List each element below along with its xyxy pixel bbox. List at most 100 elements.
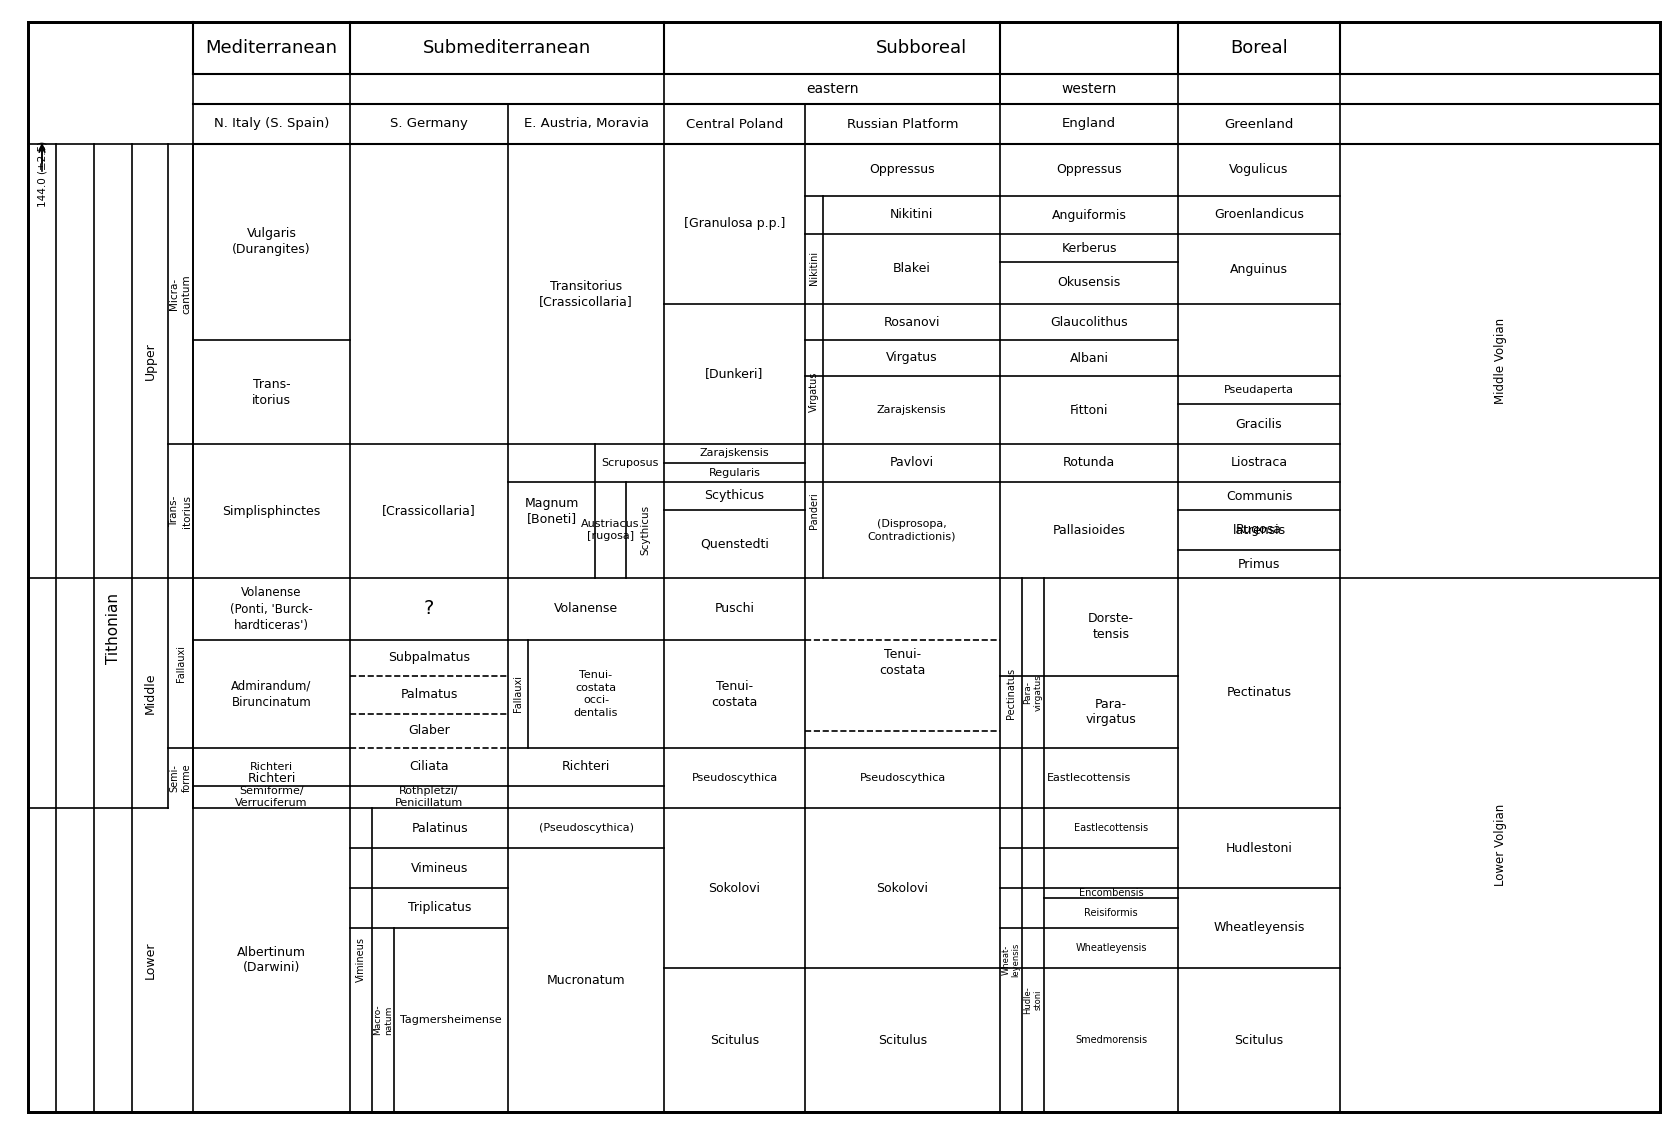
Text: Transitorius
[Crassicollaria]: Transitorius [Crassicollaria] xyxy=(540,279,634,308)
Text: Richteri: Richteri xyxy=(248,772,295,784)
Text: Pavlovi: Pavlovi xyxy=(890,457,934,469)
Text: Tagmersheimense: Tagmersheimense xyxy=(401,1015,501,1025)
Text: Dorste-
tensis: Dorste- tensis xyxy=(1088,612,1135,642)
Text: Nikitini: Nikitini xyxy=(890,209,934,221)
Text: Pectinatus: Pectinatus xyxy=(1227,687,1292,699)
Text: Eastlecottensis: Eastlecottensis xyxy=(1074,823,1148,833)
Text: Fallauxi: Fallauxi xyxy=(513,676,523,713)
Text: S. Germany: S. Germany xyxy=(391,118,468,130)
Text: Pallasioides: Pallasioides xyxy=(1053,523,1126,537)
Text: Glaucolithus: Glaucolithus xyxy=(1051,315,1128,329)
Text: Liostraca: Liostraca xyxy=(1230,457,1287,469)
Text: Central Poland: Central Poland xyxy=(685,118,783,130)
Text: 144.0 (±2.5): 144.0 (±2.5) xyxy=(37,141,47,207)
Text: Encombensis: Encombensis xyxy=(1079,888,1143,898)
Text: Scitulus: Scitulus xyxy=(1235,1034,1284,1046)
Text: Fittoni: Fittoni xyxy=(1069,403,1108,417)
Text: Para-
virgatus: Para- virgatus xyxy=(1024,675,1042,712)
Text: Semi-
forme: Semi- forme xyxy=(169,764,191,792)
Text: Middle Volgian: Middle Volgian xyxy=(1493,318,1507,405)
Text: Volanense
(Ponti, 'Burck-
hardticeras'): Volanense (Ponti, 'Burck- hardticeras') xyxy=(230,586,313,632)
Text: Trans-
itorius: Trans- itorius xyxy=(251,377,292,407)
Text: E. Austria, Moravia: E. Austria, Moravia xyxy=(523,118,649,130)
Text: western: western xyxy=(1061,82,1116,96)
Text: Wheat-
leyensis: Wheat- leyensis xyxy=(1001,942,1021,977)
Text: Palmatus: Palmatus xyxy=(401,688,458,702)
Text: Virgatus: Virgatus xyxy=(810,372,820,412)
Text: Hudlestoni: Hudlestoni xyxy=(1225,842,1292,854)
Text: Submediterranean: Submediterranean xyxy=(422,40,592,56)
Text: Volanense: Volanense xyxy=(555,602,618,616)
Text: Oppressus: Oppressus xyxy=(870,164,935,176)
Text: Lower Volgian: Lower Volgian xyxy=(1493,803,1507,886)
Text: Vulgaris
(Durangites): Vulgaris (Durangites) xyxy=(233,227,310,257)
Text: Albani: Albani xyxy=(1069,351,1108,365)
Text: Okusensis: Okusensis xyxy=(1058,277,1121,289)
Text: Micra-
cantum: Micra- cantum xyxy=(169,275,191,314)
Text: Tenui-
costata
occi-
dentalis: Tenui- costata occi- dentalis xyxy=(573,670,618,718)
Text: Magnum
[Boneti]: Magnum [Boneti] xyxy=(525,496,578,525)
Text: Anguinus: Anguinus xyxy=(1230,262,1287,276)
Text: Austriacus
[rugosa]: Austriacus [rugosa] xyxy=(582,519,640,541)
Text: [Dunkeri]: [Dunkeri] xyxy=(706,367,764,381)
Text: Tenui-
costata: Tenui- costata xyxy=(880,649,925,678)
Text: Ciliata: Ciliata xyxy=(409,760,449,774)
Text: (Disprosopa,
Contradictionis): (Disprosopa, Contradictionis) xyxy=(866,519,955,541)
Text: Oppressus: Oppressus xyxy=(1056,164,1121,176)
Text: Smedmorensis: Smedmorensis xyxy=(1074,1035,1146,1045)
Text: Rosanovi: Rosanovi xyxy=(883,315,940,329)
Text: Nikitini: Nikitini xyxy=(810,251,820,285)
Text: Eastlecottensis: Eastlecottensis xyxy=(1048,773,1131,783)
Text: Lower: Lower xyxy=(144,941,156,979)
Text: Sokolovi: Sokolovi xyxy=(709,881,761,895)
Text: Albertinum
(Darwini): Albertinum (Darwini) xyxy=(236,946,307,974)
Text: Panderi: Panderi xyxy=(810,493,820,529)
Text: Blakei: Blakei xyxy=(893,262,930,276)
Text: Vimineus: Vimineus xyxy=(355,938,365,982)
Text: Vogulicus: Vogulicus xyxy=(1229,164,1289,176)
Text: ?: ? xyxy=(424,600,434,618)
Text: Richteri: Richteri xyxy=(250,762,293,772)
Text: Primus: Primus xyxy=(1239,557,1280,571)
Text: Quenstedti: Quenstedti xyxy=(701,538,769,550)
Text: [Granulosa p.p.]: [Granulosa p.p.] xyxy=(684,217,784,231)
Text: Admirandum/
Biruncinatum: Admirandum/ Biruncinatum xyxy=(231,679,312,709)
Text: Zarajskensis: Zarajskensis xyxy=(699,449,769,459)
Text: Fallauxi: Fallauxi xyxy=(176,644,186,681)
Text: Palatinus: Palatinus xyxy=(412,822,468,834)
Text: Anguiformis: Anguiformis xyxy=(1051,209,1126,221)
Text: Subpalmatus: Subpalmatus xyxy=(389,652,469,664)
Text: Scruposus: Scruposus xyxy=(600,458,659,468)
Text: Middle: Middle xyxy=(144,672,156,714)
Text: Mucronatum: Mucronatum xyxy=(546,974,625,986)
Text: Semiforme/
Verruciferum: Semiforme/ Verruciferum xyxy=(235,785,308,808)
Text: Scythicus: Scythicus xyxy=(640,505,650,555)
Text: Rothpletzi/
Penicillatum: Rothpletzi/ Penicillatum xyxy=(396,785,463,808)
Text: (Pseudoscythica): (Pseudoscythica) xyxy=(538,823,634,833)
Text: Reisiformis: Reisiformis xyxy=(1084,909,1138,918)
Text: Rugosa: Rugosa xyxy=(1235,523,1282,537)
Text: Sokolovi: Sokolovi xyxy=(877,881,929,895)
Text: Scitulus: Scitulus xyxy=(711,1034,759,1046)
Text: Para-
virgatus: Para- virgatus xyxy=(1086,697,1136,727)
Text: Tithonian: Tithonian xyxy=(106,592,121,663)
Text: Trans-
itorius: Trans- itorius xyxy=(169,495,191,528)
Text: Simplisphinctes: Simplisphinctes xyxy=(223,504,320,518)
Text: Boreal: Boreal xyxy=(1230,40,1287,56)
Text: Triplicatus: Triplicatus xyxy=(409,902,471,914)
Text: Kerberus: Kerberus xyxy=(1061,242,1116,254)
Text: Macro-
natum: Macro- natum xyxy=(374,1005,392,1035)
Text: Russian Platform: Russian Platform xyxy=(846,118,959,130)
Text: N. Italy (S. Spain): N. Italy (S. Spain) xyxy=(215,118,328,130)
Text: [Crassicollaria]: [Crassicollaria] xyxy=(382,504,476,518)
Text: eastern: eastern xyxy=(806,82,858,96)
Text: Groenlandicus: Groenlandicus xyxy=(1213,209,1304,221)
Text: Pectinatus: Pectinatus xyxy=(1006,668,1016,719)
Text: Pseudaperta: Pseudaperta xyxy=(1223,385,1294,396)
Text: Virgatus: Virgatus xyxy=(885,351,937,365)
Text: Subboreal: Subboreal xyxy=(875,40,967,56)
Text: England: England xyxy=(1063,118,1116,130)
Text: Pseudoscythica: Pseudoscythica xyxy=(860,773,945,783)
Text: Greenland: Greenland xyxy=(1223,118,1294,130)
Text: Upper: Upper xyxy=(144,342,156,380)
